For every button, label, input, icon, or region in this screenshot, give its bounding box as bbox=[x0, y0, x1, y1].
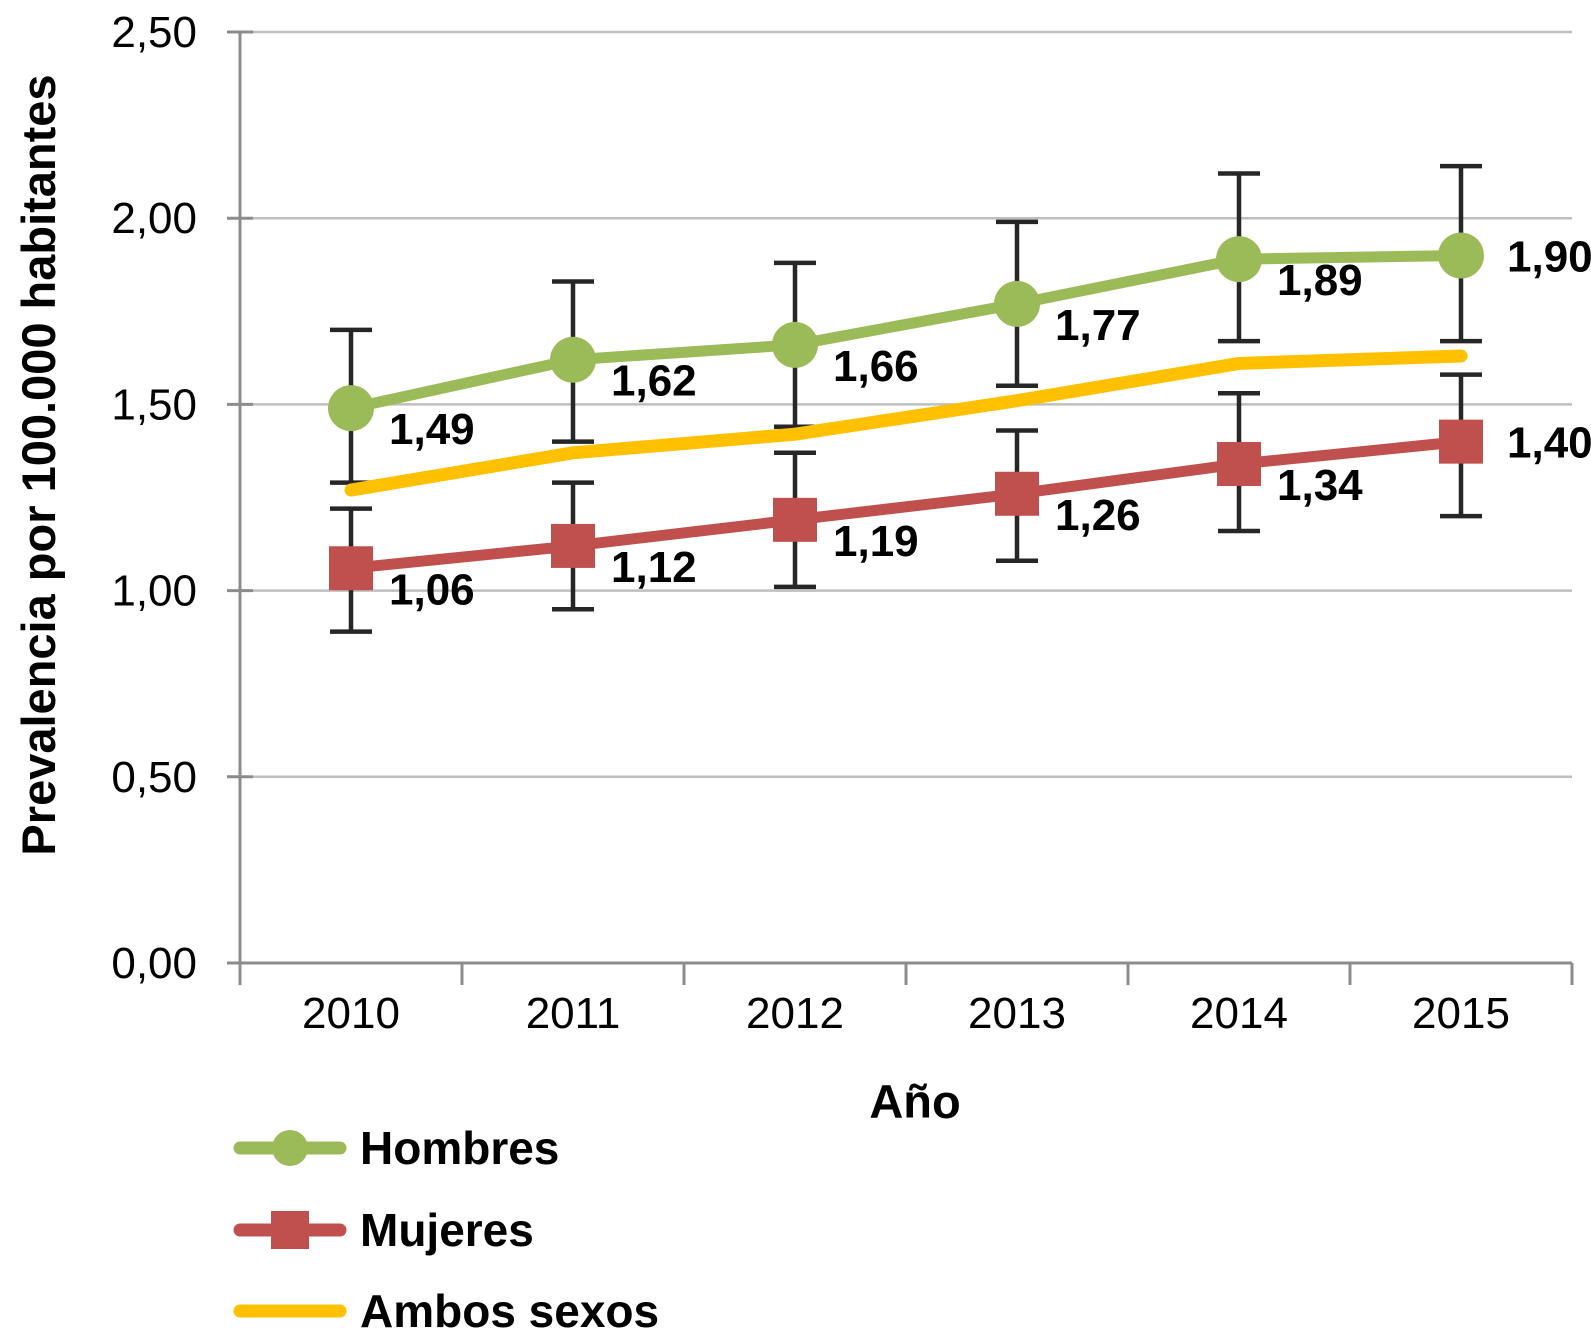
data-label-mujeres: 1,40 bbox=[1507, 419, 1591, 468]
x-tick-label: 2014 bbox=[1190, 989, 1288, 1038]
gridlines-layer bbox=[240, 30, 1572, 779]
data-point-marker-hombres bbox=[772, 321, 818, 368]
data-point-marker-hombres bbox=[994, 280, 1040, 327]
y-tick-label: 0,50 bbox=[111, 753, 197, 802]
legend: Hombres Mujeres Ambos sexos bbox=[233, 1122, 659, 1337]
mujeres-square-marker-icon bbox=[271, 1211, 309, 1249]
series-line-ambos-sexos bbox=[344, 349, 1468, 497]
data-label-hombres: 1,62 bbox=[611, 357, 697, 406]
x-tick-label: 2011 bbox=[526, 989, 621, 1038]
y-tick-label: 2,00 bbox=[111, 194, 197, 243]
y-axis-title: Prevalencia por 100.000 habitantes bbox=[12, 74, 65, 855]
data-label-hombres: 1,77 bbox=[1055, 301, 1141, 350]
data-point-marker-mujeres bbox=[1217, 441, 1261, 486]
data-point-marker-mujeres bbox=[551, 523, 595, 568]
data-label-mujeres: 1,06 bbox=[389, 565, 475, 614]
x-tick-label: 2013 bbox=[968, 989, 1066, 1038]
x-axis-title: Año bbox=[869, 1075, 960, 1128]
data-label-hombres: 1,90 bbox=[1507, 232, 1591, 281]
data-label-mujeres: 1,26 bbox=[1055, 491, 1141, 540]
legend-label-hombres: Hombres bbox=[360, 1122, 559, 1174]
legend-label-ambos-sexos: Ambos sexos bbox=[360, 1285, 659, 1337]
axes-layer: 0,00 0,50 1,00 1,50 2,00 2,50 2010 2011 2012 2013… bbox=[111, 8, 1574, 1038]
legend-item-hombres: Hombres bbox=[233, 1122, 559, 1174]
legend-item-ambos-sexos: Ambos sexos bbox=[233, 1285, 659, 1337]
data-label-mujeres: 1,34 bbox=[1277, 461, 1363, 510]
y-tick-label: 1,00 bbox=[111, 567, 197, 616]
legend-label-mujeres: Mujeres bbox=[360, 1204, 534, 1256]
series-line-hombres bbox=[345, 249, 1467, 414]
data-label-mujeres: 1,12 bbox=[611, 543, 697, 592]
hombres-circle-marker-icon bbox=[272, 1130, 308, 1166]
data-point-marker-hombres bbox=[328, 385, 374, 432]
data-point-marker-hombres bbox=[550, 336, 596, 383]
x-tick-label: 2010 bbox=[302, 989, 400, 1038]
data-point-marker-mujeres bbox=[773, 497, 817, 542]
y-tick-label: 0,00 bbox=[111, 939, 197, 988]
y-tick-label: 1,50 bbox=[111, 380, 197, 429]
legend-item-mujeres: Mujeres bbox=[233, 1204, 534, 1256]
data-point-marker-hombres bbox=[1438, 232, 1484, 279]
data-label-hombres: 1,49 bbox=[389, 405, 475, 454]
data-point-marker-mujeres bbox=[1439, 419, 1483, 464]
y-tick-label: 2,50 bbox=[111, 8, 197, 57]
data-label-hombres: 1,89 bbox=[1277, 256, 1363, 305]
data-point-marker-mujeres bbox=[995, 471, 1039, 516]
series-layer: 1,49 1,62 1,66 1,77 1,89 1,90 1,06 1,12 1,19 1,26… bbox=[328, 163, 1591, 634]
x-tick-label: 2015 bbox=[1412, 989, 1510, 1038]
data-label-hombres: 1,66 bbox=[833, 342, 919, 391]
data-point-marker-mujeres bbox=[329, 546, 373, 591]
data-label-mujeres: 1,19 bbox=[833, 517, 919, 566]
data-point-marker-hombres bbox=[1216, 236, 1262, 283]
series-line-mujeres bbox=[345, 436, 1467, 574]
x-tick-label: 2012 bbox=[746, 989, 844, 1038]
